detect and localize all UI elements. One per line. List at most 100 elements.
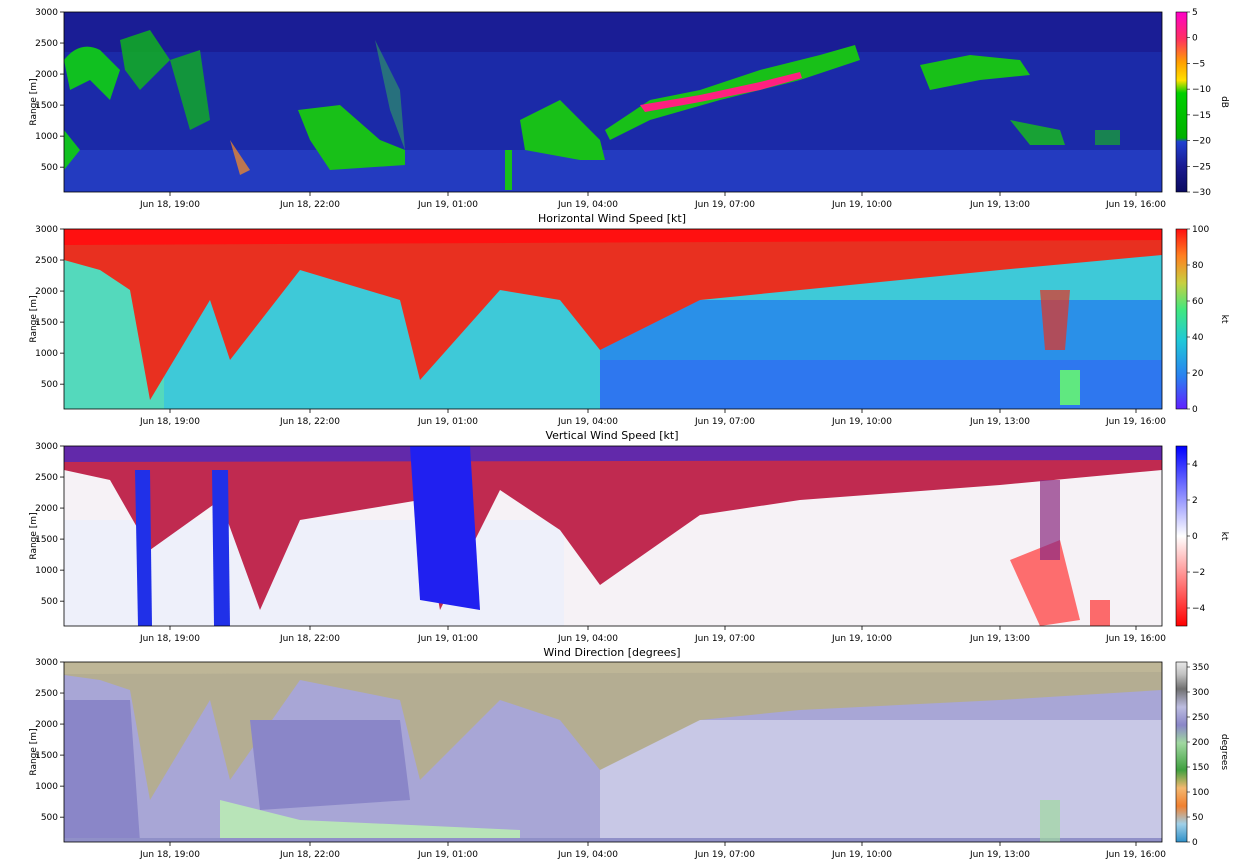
x-tick-label: Jun 19, 16:00 xyxy=(1105,634,1166,644)
colorbar-tick-label: −15 xyxy=(1192,111,1211,121)
colorbar-label: dB xyxy=(1219,96,1229,108)
colorbar-tick-label: 200 xyxy=(1192,738,1209,748)
y-tick-label: 2500 xyxy=(35,256,58,266)
x-tick-label: Jun 19, 01:00 xyxy=(417,417,478,427)
colorbar: 4 2 0 −2 −4 kt xyxy=(1175,445,1229,627)
colorbar-tick-label: −5 xyxy=(1192,59,1205,69)
x-tick-label: Jun 19, 13:00 xyxy=(969,850,1030,860)
y-ticks: 500 1000 1500 2000 2500 3000 xyxy=(35,442,64,607)
x-ticks: Jun 18, 19:00 Jun 18, 22:00 Jun 19, 01:00 J… xyxy=(139,192,1166,210)
colorbar-label: degrees xyxy=(1219,734,1229,771)
colorbar-tick-label: 300 xyxy=(1192,688,1209,698)
x-tick-label: Jun 19, 01:00 xyxy=(417,634,478,644)
panel-vertical-wind: Vertical Wind Speed [kt] Range [m] 500 10… xyxy=(29,429,1229,644)
y-tick-label: 500 xyxy=(41,813,58,823)
x-tick-label: Jun 19, 10:00 xyxy=(831,850,892,860)
x-tick-label: Jun 18, 19:00 xyxy=(139,850,200,860)
y-tick-label: 2500 xyxy=(35,39,58,49)
colorbar: 5 0 −5 −10 −15 −20 −25 −30 dB xyxy=(1175,8,1229,198)
y-tick-label: 3000 xyxy=(35,658,58,668)
y-axis-label: Range [m] xyxy=(29,78,39,125)
x-tick-label: Jun 19, 04:00 xyxy=(557,417,618,427)
plot-area xyxy=(64,446,1162,626)
colorbar-tick-label: 100 xyxy=(1192,788,1209,798)
x-ticks: Jun 18, 19:00 Jun 18, 22:00 Jun 19, 01:00 J… xyxy=(139,842,1166,860)
plot-area xyxy=(64,229,1162,409)
y-tick-label: 1000 xyxy=(35,782,58,792)
x-tick-label: Jun 19, 10:00 xyxy=(831,634,892,644)
y-tick-label: 2000 xyxy=(35,70,58,80)
colorbar-label: kt xyxy=(1219,532,1229,541)
y-axis-label: Range [m] xyxy=(29,512,39,559)
y-tick-label: 2000 xyxy=(35,287,58,297)
plot-frame xyxy=(63,445,1163,627)
x-tick-label: Jun 18, 22:00 xyxy=(279,200,340,210)
colorbar-tick-label: 5 xyxy=(1192,8,1198,18)
colorbar: 350 300 250 200 150 100 50 0 degrees xyxy=(1175,661,1229,848)
y-axis-label: Range [m] xyxy=(29,728,39,775)
x-tick-label: Jun 19, 16:00 xyxy=(1105,417,1166,427)
x-tick-label: Jun 19, 04:00 xyxy=(557,850,618,860)
x-tick-label: Jun 19, 04:00 xyxy=(557,200,618,210)
plot-frame xyxy=(63,11,1163,193)
x-tick-label: Jun 18, 22:00 xyxy=(279,417,340,427)
colorbar-tick-label: 4 xyxy=(1192,460,1198,470)
panel-reflectivity: Range [m] 500 1000 1500 2000 2500 3000 Jun 18… xyxy=(29,8,1229,210)
plot-frame xyxy=(63,228,1163,410)
y-tick-label: 500 xyxy=(41,380,58,390)
colorbar-tick-label: 60 xyxy=(1192,297,1204,307)
x-tick-label: Jun 19, 01:00 xyxy=(417,200,478,210)
x-tick-label: Jun 19, 01:00 xyxy=(417,850,478,860)
y-tick-label: 1000 xyxy=(35,132,58,142)
y-tick-label: 1500 xyxy=(35,751,58,761)
colorbar: 100 80 60 40 20 0 kt xyxy=(1175,225,1229,415)
x-tick-label: Jun 19, 07:00 xyxy=(694,634,755,644)
y-tick-label: 500 xyxy=(41,163,58,173)
x-tick-label: Jun 19, 13:00 xyxy=(969,200,1030,210)
y-axis-label: Range [m] xyxy=(29,295,39,342)
colorbar-tick-label: 50 xyxy=(1192,813,1204,823)
colorbar-tick-label: 40 xyxy=(1192,333,1204,343)
colorbar-tick-label: 20 xyxy=(1192,369,1204,379)
y-tick-label: 1500 xyxy=(35,318,58,328)
panel-title: Horizontal Wind Speed [kt] xyxy=(538,212,686,225)
colorbar-tick-label: 80 xyxy=(1192,261,1204,271)
y-tick-label: 2500 xyxy=(35,473,58,483)
colorbar-tick-label: 2 xyxy=(1192,496,1198,506)
colorbar-tick-label: 150 xyxy=(1192,763,1209,773)
colorbar-tick-label: −2 xyxy=(1192,568,1205,578)
x-tick-label: Jun 19, 16:00 xyxy=(1105,850,1166,860)
plot-area xyxy=(64,12,1162,192)
panel-title: Vertical Wind Speed [kt] xyxy=(545,429,678,442)
x-tick-label: Jun 18, 19:00 xyxy=(139,417,200,427)
panel-wind-direction: Wind Direction [degrees] Range [m] 50010… xyxy=(29,646,1229,860)
x-tick-label: Jun 18, 22:00 xyxy=(279,634,340,644)
x-tick-label: Jun 19, 13:00 xyxy=(969,634,1030,644)
colorbar-tick-label: 0 xyxy=(1192,838,1198,848)
plot-frame xyxy=(63,661,1163,843)
x-ticks: Jun 18, 19:00 Jun 18, 22:00 Jun 19, 01:00 J… xyxy=(139,626,1166,644)
x-tick-label: Jun 19, 04:00 xyxy=(557,634,618,644)
x-tick-label: Jun 18, 22:00 xyxy=(279,850,340,860)
y-tick-label: 2500 xyxy=(35,689,58,699)
x-tick-label: Jun 18, 19:00 xyxy=(139,634,200,644)
colorbar-tick-label: 100 xyxy=(1192,225,1209,235)
colorbar-tick-label: −4 xyxy=(1192,604,1206,614)
y-tick-label: 1500 xyxy=(35,101,58,111)
y-tick-label: 2000 xyxy=(35,504,58,514)
colorbar-tick-label: 0 xyxy=(1192,34,1198,44)
x-tick-label: Jun 19, 10:00 xyxy=(831,200,892,210)
x-tick-label: Jun 19, 07:00 xyxy=(694,417,755,427)
colorbar-tick-label: 250 xyxy=(1192,713,1209,723)
y-tick-label: 1000 xyxy=(35,349,58,359)
x-tick-label: Jun 19, 13:00 xyxy=(969,417,1030,427)
colorbar-tick-label: −25 xyxy=(1192,162,1211,172)
y-tick-label: 1000 xyxy=(35,566,58,576)
colorbar-tick-label: −10 xyxy=(1192,85,1211,95)
colorbar-tick-label: 0 xyxy=(1192,405,1198,415)
y-tick-label: 1500 xyxy=(35,535,58,545)
x-tick-label: Jun 19, 07:00 xyxy=(694,200,755,210)
y-tick-label: 500 xyxy=(41,597,58,607)
panel-horizontal-wind: Horizontal Wind Speed [kt] Range [m] 500… xyxy=(29,212,1229,427)
